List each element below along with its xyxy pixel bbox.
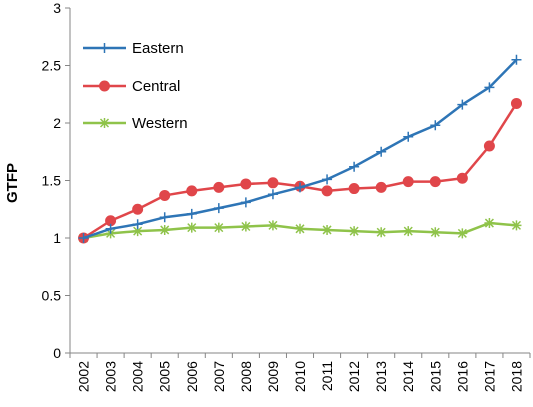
legend-item-central: Central xyxy=(83,78,180,95)
data-point-eastern xyxy=(105,223,116,234)
data-point-eastern xyxy=(159,212,170,223)
y-tick-label: 0.5 xyxy=(42,288,62,304)
data-point-western xyxy=(213,222,224,233)
y-tick-label: 1.5 xyxy=(42,173,62,189)
x-tick-label: 2003 xyxy=(103,361,119,392)
data-point-western xyxy=(132,226,143,237)
data-point-eastern xyxy=(511,54,522,65)
data-point-eastern xyxy=(457,99,468,110)
x-tick-label: 2017 xyxy=(481,361,497,392)
data-point-western xyxy=(240,221,251,232)
x-tick-label: 2011 xyxy=(319,361,335,391)
data-point-western xyxy=(376,227,387,238)
data-point-eastern xyxy=(240,197,251,208)
y-tick-label: 2.5 xyxy=(42,58,62,74)
data-point-eastern xyxy=(213,203,224,214)
x-tick-label: 2014 xyxy=(400,361,416,392)
data-point-central xyxy=(159,189,171,201)
y-ticks: 0 0.5 1 1.5 2 2.5 3 xyxy=(42,0,70,361)
x-tick-label: 2007 xyxy=(211,361,227,392)
x-tick-label: 2018 xyxy=(508,361,524,392)
data-point-western xyxy=(403,226,414,237)
data-point-central xyxy=(186,185,198,197)
data-point-central xyxy=(321,185,333,197)
data-point-central xyxy=(240,178,252,190)
y-tick-label: 1 xyxy=(53,230,61,246)
x-tick-label: 2012 xyxy=(346,361,362,392)
legend-label-eastern: Eastern xyxy=(132,40,184,57)
data-point-western xyxy=(430,227,441,238)
data-point-eastern xyxy=(430,120,441,131)
x-tick-label: 2005 xyxy=(157,361,173,392)
x-tick-label: 2008 xyxy=(238,361,254,392)
data-point-eastern xyxy=(132,219,143,230)
y-tick-label: 0 xyxy=(53,345,61,361)
x-tick-label: 2010 xyxy=(292,361,308,392)
x-tick-label: 2004 xyxy=(130,361,146,392)
data-point-eastern xyxy=(376,146,387,157)
data-point-western xyxy=(349,226,360,237)
x-tick-label: 2015 xyxy=(427,361,443,392)
x-tick-label: 2013 xyxy=(373,361,389,392)
y-tick-label: 2 xyxy=(53,115,61,131)
data-point-eastern xyxy=(267,189,278,200)
legend-item-eastern: Eastern xyxy=(83,40,184,57)
data-point-eastern xyxy=(322,174,333,185)
data-point-western xyxy=(511,220,522,231)
data-point-western xyxy=(159,224,170,235)
x-tick-label: 2009 xyxy=(265,361,281,392)
data-point-western xyxy=(322,224,333,235)
legend-marker-central xyxy=(99,80,110,92)
data-point-eastern xyxy=(484,82,495,93)
data-point-western xyxy=(457,228,468,239)
legend: Eastern Central Western xyxy=(83,40,188,132)
x-tick-label: 2006 xyxy=(184,361,200,392)
data-point-central xyxy=(348,183,360,195)
series-lines xyxy=(78,54,522,244)
data-point-central xyxy=(375,181,387,193)
data-point-central xyxy=(267,177,279,189)
data-point-central xyxy=(213,181,225,193)
data-point-eastern xyxy=(295,182,305,193)
legend-marker-western xyxy=(99,118,110,128)
x-ticks: 2002 2003 2004 2005 2006 2007 2008 2009 2010 2011… xyxy=(69,353,531,392)
data-point-central xyxy=(132,203,144,215)
data-point-central xyxy=(402,176,414,188)
data-point-western xyxy=(484,218,495,229)
x-tick-label: 2002 xyxy=(76,361,92,392)
data-point-eastern xyxy=(78,233,89,243)
data-point-central xyxy=(456,172,468,184)
data-point-central xyxy=(429,176,441,188)
data-point-eastern xyxy=(349,161,360,172)
data-point-central xyxy=(510,97,522,109)
data-point-eastern xyxy=(403,131,414,142)
series-eastern xyxy=(78,54,522,243)
data-point-eastern xyxy=(186,208,197,219)
legend-label-western: Western xyxy=(132,115,188,132)
y-tick-label: 3 xyxy=(53,0,61,16)
y-axis-label: GTFP xyxy=(4,163,21,203)
x-tick-label: 2016 xyxy=(454,361,470,392)
legend-item-western: Western xyxy=(83,115,188,132)
legend-label-central: Central xyxy=(132,78,180,95)
legend-marker-eastern xyxy=(99,43,110,53)
data-point-central xyxy=(483,140,495,152)
data-point-western xyxy=(295,223,305,234)
data-point-western xyxy=(186,222,197,233)
data-point-western xyxy=(267,220,278,231)
